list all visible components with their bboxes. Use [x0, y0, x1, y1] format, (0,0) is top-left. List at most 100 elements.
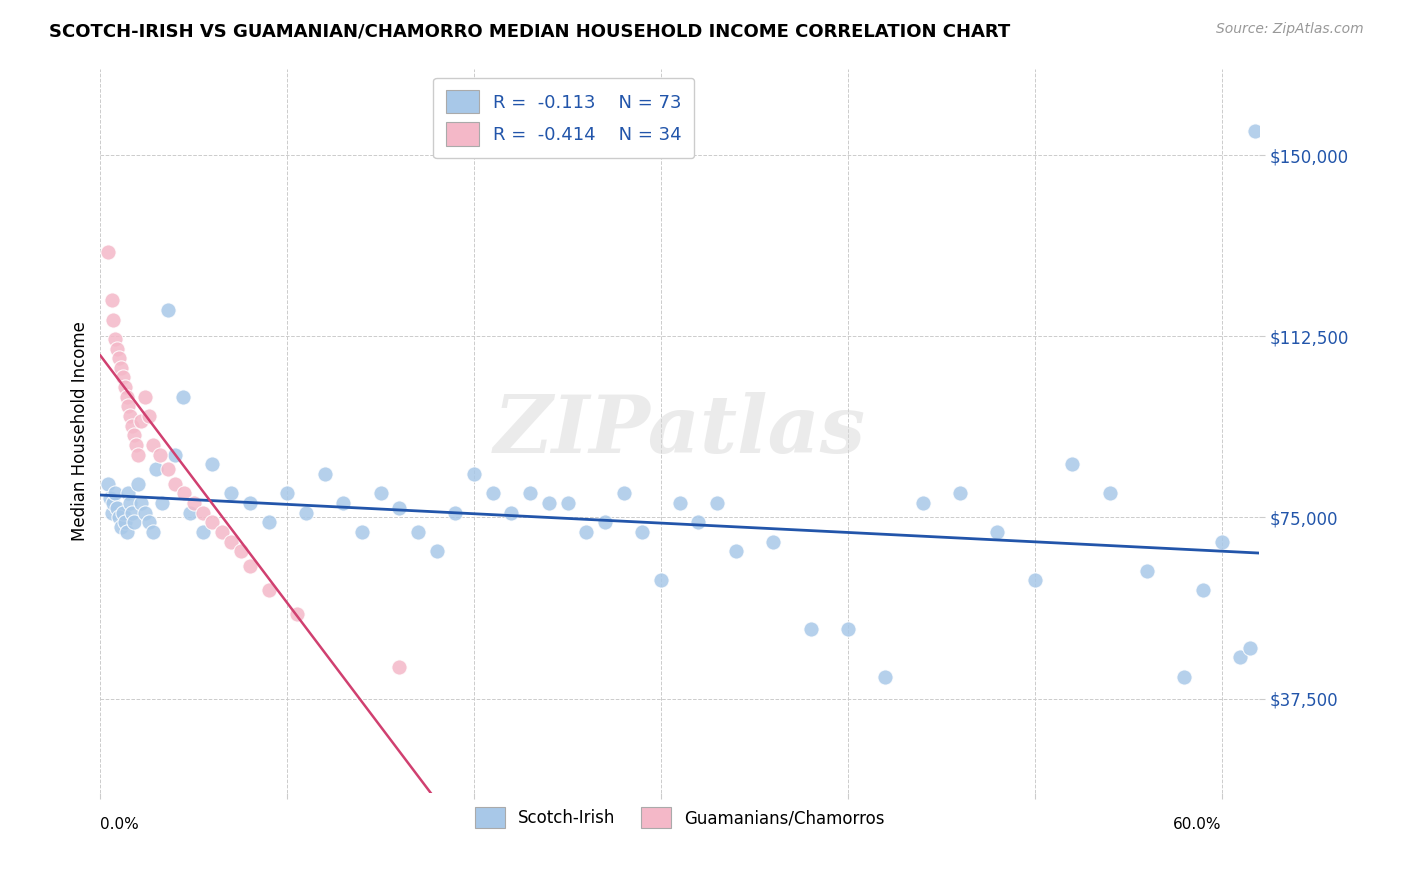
Point [350, 524, 373, 539]
Point [332, 496, 354, 510]
Point [1239, 640, 1261, 655]
Point [165, 448, 187, 462]
Point [115, 524, 138, 539]
Point [219, 534, 242, 549]
Point [183, 496, 205, 510]
Point [501, 506, 523, 520]
Point [117, 486, 139, 500]
Point [145, 462, 167, 476]
Point [837, 622, 859, 636]
Point [1229, 650, 1251, 665]
Point [165, 476, 187, 491]
Point [668, 496, 690, 510]
Point [370, 486, 392, 500]
Point [519, 486, 541, 500]
Point [239, 558, 262, 573]
Point [724, 544, 747, 558]
Point [762, 534, 785, 549]
Point [103, 496, 125, 510]
Point [120, 496, 142, 510]
Point [108, 510, 131, 524]
Point [688, 516, 710, 530]
Point [1244, 124, 1267, 138]
Point [108, 351, 131, 366]
Point [173, 486, 195, 500]
Point [100, 293, 122, 308]
Point [201, 458, 224, 472]
Point [115, 390, 138, 404]
Point [138, 516, 160, 530]
Point [1024, 573, 1046, 587]
Point [444, 506, 467, 520]
Text: ZIPatlas: ZIPatlas [494, 392, 866, 469]
Point [257, 582, 280, 597]
Point [799, 622, 821, 636]
Point [134, 390, 156, 404]
Point [134, 506, 156, 520]
Point [211, 524, 233, 539]
Point [557, 496, 579, 510]
Point [537, 496, 560, 510]
Point [125, 438, 148, 452]
Point [388, 500, 411, 515]
Point [150, 496, 173, 510]
Point [149, 448, 172, 462]
Text: 60.0%: 60.0% [1173, 817, 1222, 832]
Point [482, 486, 505, 500]
Point [111, 370, 134, 384]
Point [406, 524, 429, 539]
Point [127, 476, 149, 491]
Point [1211, 534, 1233, 549]
Point [575, 524, 598, 539]
Point [875, 670, 897, 684]
Point [295, 506, 318, 520]
Point [104, 486, 127, 500]
Point [131, 414, 153, 428]
Point [388, 660, 411, 674]
Point [426, 544, 449, 558]
Point [172, 390, 194, 404]
Point [121, 418, 143, 433]
Point [97, 476, 120, 491]
Point [1062, 458, 1084, 472]
Point [239, 496, 262, 510]
Point [1173, 670, 1195, 684]
Point [201, 516, 224, 530]
Point [285, 607, 308, 621]
Point [156, 462, 179, 476]
Text: SCOTCH-IRISH VS GUAMANIAN/CHAMORRO MEDIAN HOUSEHOLD INCOME CORRELATION CHART: SCOTCH-IRISH VS GUAMANIAN/CHAMORRO MEDIA… [49, 22, 1011, 40]
Point [142, 438, 165, 452]
Point [650, 573, 672, 587]
Point [97, 244, 120, 259]
Point [1098, 486, 1121, 500]
Point [98, 491, 121, 505]
Legend: Scotch-Irish, Guamanians/Chamorros: Scotch-Irish, Guamanians/Chamorros [468, 800, 891, 835]
Point [103, 312, 125, 326]
Point [191, 506, 214, 520]
Point [131, 496, 153, 510]
Point [229, 544, 252, 558]
Point [179, 506, 201, 520]
Point [156, 302, 179, 317]
Point [114, 380, 136, 394]
Point [114, 516, 136, 530]
Point [110, 360, 132, 375]
Point [949, 486, 972, 500]
Point [219, 486, 242, 500]
Point [1136, 564, 1159, 578]
Text: 0.0%: 0.0% [100, 817, 139, 832]
Point [100, 506, 122, 520]
Point [613, 486, 636, 500]
Point [105, 500, 128, 515]
Point [911, 496, 934, 510]
Point [122, 516, 145, 530]
Point [117, 400, 139, 414]
Point [105, 342, 128, 356]
Point [631, 524, 654, 539]
Point [706, 496, 728, 510]
Point [138, 409, 160, 423]
Point [111, 506, 134, 520]
Point [142, 524, 165, 539]
Point [1192, 582, 1215, 597]
Point [120, 409, 142, 423]
